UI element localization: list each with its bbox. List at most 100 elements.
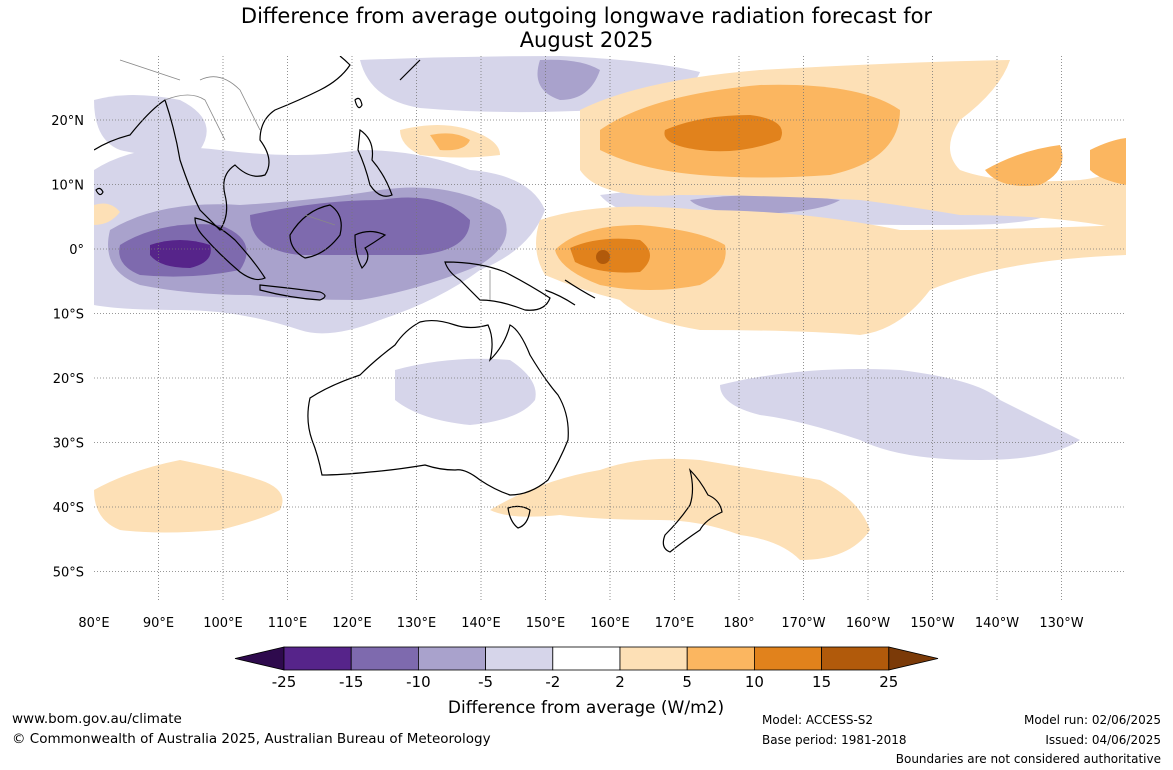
coastlines (94, 56, 723, 553)
japan-coastline (399, 59, 421, 81)
anomaly-band-minus-15 (150, 240, 211, 268)
longitude-label: 150°W (910, 616, 954, 631)
colorbar-tick-label: 2 (615, 673, 625, 691)
colorbar-tick-label: 25 (879, 673, 898, 691)
colorbar-segment (552, 646, 621, 671)
colorbar-extend-high (888, 646, 939, 671)
map-title-line1: Difference from average outgoing longwav… (240, 4, 933, 28)
longitude-label: 130°W (1039, 616, 1083, 631)
longitude-label: 140°E (461, 616, 501, 631)
anomaly-area-east-pacific-edge (1090, 138, 1126, 185)
issued-date: Issued: 04/06/2025 (1045, 733, 1161, 747)
colorbar-tick-label: 5 (682, 673, 692, 691)
latitude-label: 30°S (53, 437, 84, 452)
longitude-label: 90°E (143, 616, 174, 631)
colorbar-tick-label: 15 (812, 673, 831, 691)
latitude-labels: 20°N 10°N 0° 10°S 20°S 30°S 40°S 50°S (51, 114, 84, 581)
footer-url[interactable]: www.bom.gov.au/climate (12, 711, 182, 727)
sulawesi-coastline (354, 230, 387, 269)
anomaly-area-taiwan-core (430, 133, 470, 151)
sumatra-coastline (194, 217, 266, 281)
longitude-label: 180° (723, 616, 754, 631)
colorbar-tick-label: -2 (545, 673, 560, 691)
colorbar-segment (619, 646, 688, 671)
colorbar-tick-label: -5 (478, 673, 493, 691)
anomaly-area-north-pacific-peak (664, 115, 782, 152)
model-run: Model run: 02/06/2025 (1023, 713, 1161, 727)
colorbar-labels: -25 -15 -10 -5 -2 2 5 10 15 25 (272, 673, 899, 691)
latitude-label: 50°S (53, 566, 84, 581)
colorbar-title: Difference from average (W/m2) (448, 698, 724, 718)
anomaly-band-plus-5 (430, 84, 1126, 290)
anomaly-band-plus-10 (570, 115, 782, 273)
anomaly-area-central-pacific-peak (570, 238, 650, 273)
colorbar-segment (283, 646, 352, 671)
sri-lanka-coastline (95, 187, 104, 196)
anomaly-area-north-purple (537, 59, 600, 100)
model-name: Model: ACCESS-S2 (762, 713, 874, 727)
anomaly-area-indochina (94, 95, 207, 155)
colorbar-tick-label: -10 (406, 673, 431, 691)
anomaly-area-east-pacific-core (985, 145, 1063, 186)
latitude-label: 20°N (51, 114, 84, 129)
longitude-label: 160°W (846, 616, 890, 631)
tasmania-coastline (507, 505, 531, 529)
java-coastline (259, 284, 326, 301)
colorbar-tick-label: -15 (339, 673, 364, 691)
philippines-coastline (357, 128, 393, 197)
colorbar-tick-label: 10 (745, 673, 764, 691)
borneo-border (304, 214, 336, 226)
colorbar-segment (350, 646, 419, 671)
longitude-label: 170°E (655, 616, 695, 631)
map-title: Difference from average outgoing longwav… (0, 4, 1173, 52)
latitude-label: 10°N (51, 179, 84, 194)
longitude-label: 80°E (78, 616, 109, 631)
longitude-label: 170°W (781, 616, 825, 631)
longitude-label: 150°E (526, 616, 566, 631)
anomaly-area-south-pacific (720, 369, 1080, 460)
anomaly-area-australia (395, 358, 536, 425)
base-period: Base period: 1981-2018 (762, 733, 907, 747)
longitude-label: 130°E (397, 616, 437, 631)
australia-coastline (307, 319, 569, 496)
new-guinea-coastline (444, 261, 551, 311)
colorbar-segment (754, 646, 823, 671)
latitude-label: 0° (69, 243, 84, 258)
anomaly-area-southern-indian (94, 460, 283, 533)
latitude-label: 20°S (53, 372, 84, 387)
taiwan-coastline (354, 97, 363, 109)
longitude-labels: 80°E 90°E 100°E 110°E 120°E 130°E 140°E 150°E 16… (78, 616, 1083, 631)
asia-coastline (94, 56, 351, 231)
graticule (94, 56, 1126, 602)
anomaly-fields (94, 56, 1126, 560)
colorbar-segment (417, 646, 486, 671)
new-zealand-coastline (662, 468, 723, 553)
boundaries-note: Boundaries are not considered authoritat… (895, 752, 1161, 766)
latitude-label: 10°S (53, 308, 84, 323)
map-title-line2: August 2025 (519, 28, 654, 52)
solomon-islands-coastline (544, 279, 596, 306)
anomaly-area-borneo-core (250, 197, 470, 255)
longitude-label: 140°W (975, 616, 1019, 631)
colorbar-segment (485, 646, 554, 671)
longitude-label: 160°E (590, 616, 630, 631)
longitude-label: 120°E (332, 616, 372, 631)
footer-copyright: © Commonwealth of Australia 2025, Austra… (12, 731, 491, 747)
latitude-label: 40°S (53, 501, 84, 516)
longitude-label: 110°E (268, 616, 308, 631)
colorbar (234, 646, 939, 671)
borneo-coastline (289, 204, 342, 259)
anomaly-band-plus-15 (596, 250, 610, 264)
colorbar-segment (821, 646, 890, 671)
colorbar-segment (686, 646, 755, 671)
anomaly-area-pacific-max (596, 250, 610, 264)
anomaly-area-itcz-core (690, 195, 840, 214)
country-borders (119, 59, 491, 300)
colorbar-extend-low (234, 646, 285, 671)
anomaly-area-tasman (490, 458, 870, 560)
anomaly-area-west-indian (94, 203, 120, 225)
indochina-borders (119, 59, 261, 141)
colorbar-tick-label: -25 (272, 673, 297, 691)
longitude-label: 100°E (203, 616, 243, 631)
